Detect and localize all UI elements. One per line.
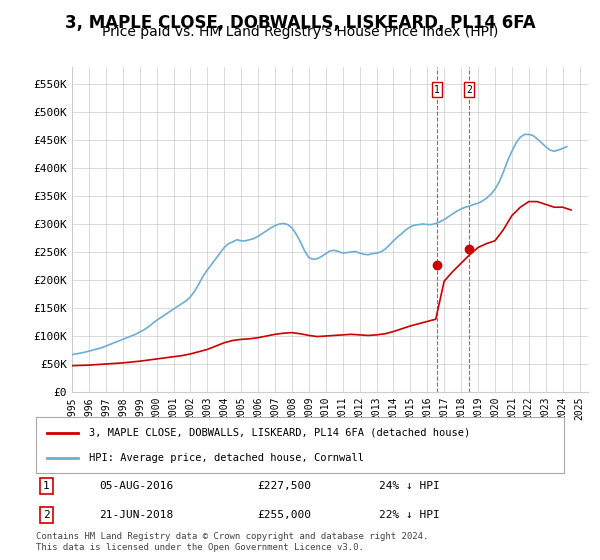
Text: 3, MAPLE CLOSE, DOBWALLS, LISKEARD, PL14 6FA: 3, MAPLE CLOSE, DOBWALLS, LISKEARD, PL14… (65, 14, 535, 32)
Text: £227,500: £227,500 (258, 481, 312, 491)
Text: HPI: Average price, detached house, Cornwall: HPI: Average price, detached house, Corn… (89, 452, 364, 463)
Text: Contains HM Land Registry data © Crown copyright and database right 2024.
This d: Contains HM Land Registry data © Crown c… (36, 532, 428, 552)
Text: 21-JUN-2018: 21-JUN-2018 (100, 510, 173, 520)
Text: Price paid vs. HM Land Registry's House Price Index (HPI): Price paid vs. HM Land Registry's House … (102, 25, 498, 39)
Text: 05-AUG-2016: 05-AUG-2016 (100, 481, 173, 491)
Text: 2: 2 (466, 85, 472, 95)
Text: 24% ↓ HPI: 24% ↓ HPI (379, 481, 440, 491)
Text: 22% ↓ HPI: 22% ↓ HPI (379, 510, 440, 520)
Text: 2: 2 (43, 510, 50, 520)
Text: 1: 1 (43, 481, 50, 491)
Text: 3, MAPLE CLOSE, DOBWALLS, LISKEARD, PL14 6FA (detached house): 3, MAPLE CLOSE, DOBWALLS, LISKEARD, PL14… (89, 428, 470, 438)
Text: 1: 1 (434, 85, 440, 95)
Text: £255,000: £255,000 (258, 510, 312, 520)
